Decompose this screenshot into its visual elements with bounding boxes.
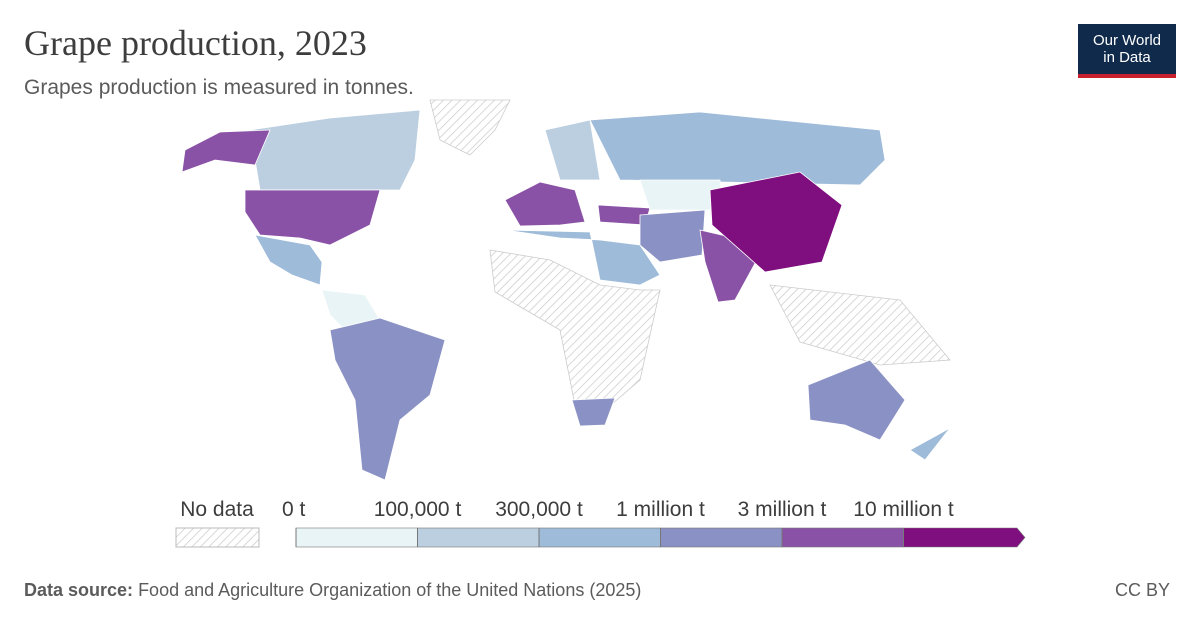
country[interactable]: [571, 397, 616, 427]
country[interactable]: [589, 111, 886, 186]
source-label: Data source:: [24, 580, 134, 600]
country[interactable]: [639, 179, 723, 211]
countries: [181, 99, 951, 481]
country[interactable]: [504, 229, 661, 286]
legend-tick-label: 10 million t: [853, 498, 954, 521]
country[interactable]: [769, 284, 951, 366]
country[interactable]: [504, 181, 586, 227]
legend-swatch: [417, 527, 540, 548]
legend-swatch: [781, 527, 904, 548]
logo-line: Our World: [1092, 32, 1162, 49]
license[interactable]: CC BY: [1114, 580, 1170, 600]
country[interactable]: [429, 99, 511, 156]
country[interactable]: [639, 209, 706, 263]
legend-tick-label: 0 t: [282, 498, 306, 521]
legend-tick-label: 300,000 t: [495, 498, 583, 521]
country[interactable]: [544, 119, 601, 181]
legend-swatch: [660, 527, 783, 548]
source-text: Food and Agriculture Organization of the…: [138, 580, 642, 600]
legend-swatch: [538, 527, 661, 548]
country[interactable]: [807, 359, 906, 441]
legend-swatch: [903, 527, 1026, 548]
legend-tick-label: 1 million t: [616, 498, 705, 521]
country[interactable]: [249, 109, 421, 191]
no-data-label: No data: [180, 498, 254, 521]
chart-title: Grape production, 2023: [24, 23, 367, 63]
chart-subtitle: Grapes production is measured in tonnes.: [24, 76, 414, 99]
country[interactable]: [329, 317, 446, 481]
source: Data source: Food and Agriculture Organi…: [24, 580, 641, 601]
map: No data 0 t 100,000 t 300,000 t 1 million t 3…: [175, 99, 1026, 548]
country[interactable]: [709, 171, 843, 273]
logo-line: in Data: [1103, 49, 1151, 66]
logo[interactable]: Our World in Data: [1078, 24, 1176, 78]
legend-tick-label: 100,000 t: [374, 498, 462, 521]
legend-swatch: [295, 527, 418, 548]
no-data-swatch: [175, 527, 260, 548]
country[interactable]: [244, 189, 381, 246]
country[interactable]: [489, 249, 661, 411]
country[interactable]: [181, 129, 271, 173]
legend-tick-label: 3 million t: [738, 498, 827, 521]
country[interactable]: [254, 234, 323, 286]
country[interactable]: [909, 427, 951, 461]
